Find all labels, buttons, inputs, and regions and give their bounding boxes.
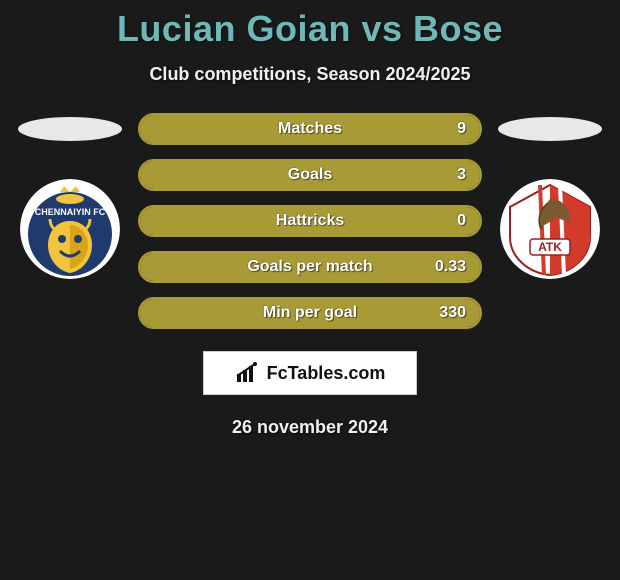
club-badge-right: ATK	[500, 179, 600, 279]
club-badge-left: CHENNAIYIN FC	[20, 179, 120, 279]
stat-bar: Min per goal 330	[138, 297, 482, 329]
stat-value: 330	[439, 304, 466, 322]
player-shadow-right	[498, 117, 602, 141]
svg-text:ATK: ATK	[538, 240, 562, 254]
content-row: CHENNAIYIN FC Matches 9 Goals 3 Hattricks 0 Go…	[0, 113, 620, 329]
chennaiyin-crest-icon: CHENNAIYIN FC	[20, 179, 120, 279]
atk-crest-icon: ATK	[500, 179, 600, 279]
stat-label: Min per goal	[263, 304, 357, 322]
svg-text:CHENNAIYIN FC: CHENNAIYIN FC	[35, 207, 106, 217]
date-label: 26 november 2024	[0, 417, 620, 438]
stat-label: Matches	[278, 120, 342, 138]
stat-value: 9	[457, 120, 466, 138]
stat-value: 3	[457, 166, 466, 184]
brand-box: FcTables.com	[203, 351, 417, 395]
player-shadow-left	[18, 117, 122, 141]
stat-label: Hattricks	[276, 212, 344, 230]
stats-column: Matches 9 Goals 3 Hattricks 0 Goals per match 0…	[130, 113, 490, 329]
stat-label: Goals	[288, 166, 332, 184]
subtitle: Club competitions, Season 2024/2025	[0, 64, 620, 85]
left-column: CHENNAIYIN FC	[10, 113, 130, 279]
right-column: ATK	[490, 113, 610, 279]
stat-bar: Goals 3	[138, 159, 482, 191]
stat-bar: Matches 9	[138, 113, 482, 145]
stat-bar: Goals per match 0.33	[138, 251, 482, 283]
stat-label: Goals per match	[247, 258, 372, 276]
stat-value: 0	[457, 212, 466, 230]
page-title: Lucian Goian vs Bose	[0, 0, 620, 50]
stat-value: 0.33	[435, 258, 466, 276]
chart-icon	[235, 362, 263, 384]
brand-label: FcTables.com	[267, 363, 386, 384]
stat-bar: Hattricks 0	[138, 205, 482, 237]
